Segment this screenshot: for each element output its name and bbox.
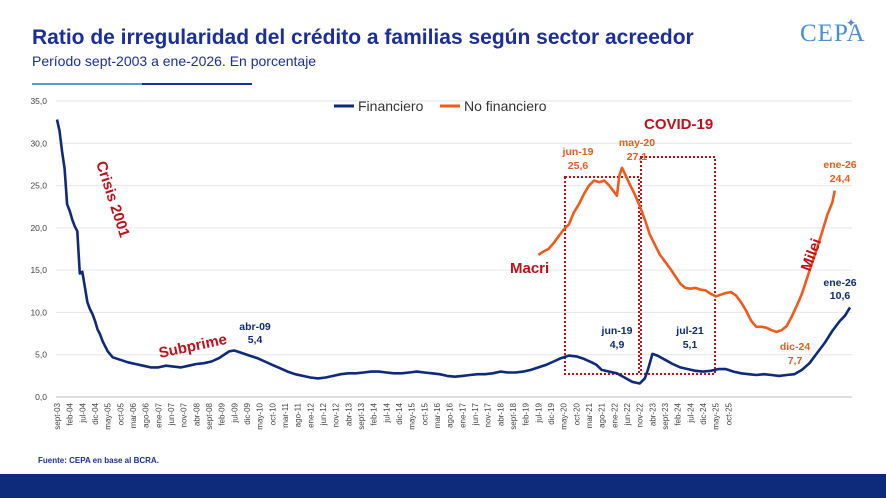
event-label-macri: Macri bbox=[510, 260, 549, 277]
y-tick-label: 20,0 bbox=[30, 223, 47, 233]
x-tick-label: mar-06 bbox=[129, 402, 138, 428]
x-tick-label: abr-18 bbox=[496, 402, 505, 426]
x-tick-label: dic-09 bbox=[243, 402, 252, 424]
annotation-value-fin-ene-26: 10,6 bbox=[830, 290, 851, 302]
x-tick-label: sept-18 bbox=[509, 402, 518, 429]
y-tick-label: 0,0 bbox=[35, 392, 47, 402]
x-tick-label: dic-14 bbox=[395, 402, 404, 424]
title-rule-dark bbox=[142, 83, 252, 85]
covid-period-box bbox=[640, 156, 716, 375]
x-tick-label: may-15 bbox=[408, 402, 417, 429]
annotation-value-nofin-jun-19: 25,6 bbox=[568, 160, 589, 172]
x-tick-label: jun-22 bbox=[623, 402, 632, 426]
annotation-value-nofin-ene-26: 24,4 bbox=[830, 173, 851, 185]
x-tick-label: sept-08 bbox=[205, 402, 214, 429]
x-tick-label: jul-19 bbox=[534, 402, 543, 423]
x-tick-label: dic-04 bbox=[91, 402, 100, 424]
title-rule-light bbox=[32, 83, 142, 85]
annotation-value-fin-abr-09: 5,4 bbox=[248, 334, 263, 346]
x-tick-label: ago-06 bbox=[142, 402, 151, 427]
annotation-value-fin-jun-19: 4,9 bbox=[610, 339, 625, 351]
x-tick-label: ago-11 bbox=[294, 402, 303, 427]
x-tick-label: oct-05 bbox=[116, 402, 125, 425]
x-tick-label: ago-16 bbox=[446, 402, 455, 427]
event-label-milei: Milei bbox=[798, 236, 825, 273]
x-tick-label: jul-14 bbox=[382, 402, 391, 423]
y-tick-label: 15,0 bbox=[30, 265, 47, 275]
x-tick-label: jul-09 bbox=[230, 402, 239, 423]
x-tick-label: may-10 bbox=[256, 402, 265, 429]
y-tick-label: 5,0 bbox=[35, 350, 47, 360]
x-tick-label: jul-24 bbox=[686, 402, 695, 423]
x-tick-label: jun-12 bbox=[319, 402, 328, 426]
y-gridlines bbox=[56, 100, 852, 356]
x-tick-label: abr-13 bbox=[344, 402, 353, 426]
x-tick-label: may-20 bbox=[560, 402, 569, 429]
x-tick-labels: sept-03 feb-04 jul-04 dic-04 may-05 oct-05 mar… bbox=[53, 402, 733, 429]
x-tick-label: nov-22 bbox=[636, 402, 645, 427]
x-tick-label: nov-17 bbox=[484, 402, 493, 427]
annotation-date-fin-jun-19: jun-19 bbox=[601, 325, 633, 337]
annotation-date-fin-abr-09: abr-09 bbox=[239, 321, 271, 333]
annotation-date-nofin-ene-26: ene-26 bbox=[823, 159, 856, 171]
series-line-financiero bbox=[55, 119, 852, 385]
annotation-date-fin-ene-26: ene-26 bbox=[823, 277, 856, 289]
logo-leaf-icon: ✦ bbox=[846, 16, 857, 30]
x-tick-label: ene-07 bbox=[154, 402, 163, 427]
y-tick-label: 25,0 bbox=[30, 181, 47, 191]
annotation-date-nofin-may-20: may-20 bbox=[619, 137, 655, 149]
x-tick-label: mar-21 bbox=[585, 402, 594, 428]
x-tick-label: may-05 bbox=[104, 402, 113, 429]
x-tick-label: ene-17 bbox=[458, 402, 467, 427]
x-tick-label: oct-25 bbox=[724, 402, 733, 425]
x-tick-label: oct-10 bbox=[268, 402, 277, 425]
x-tick-label: abr-08 bbox=[192, 402, 201, 426]
annotation-date-nofin-dic-24: dic-24 bbox=[780, 341, 811, 353]
x-tick-label: ene-22 bbox=[610, 402, 619, 427]
x-tick-label: mar-11 bbox=[281, 402, 290, 427]
macri-period-box bbox=[564, 176, 640, 375]
chart-subtitle: Período sept-2003 a ene-2026. En porcent… bbox=[32, 53, 317, 69]
x-tick-label: dic-24 bbox=[699, 402, 708, 424]
chart-title: Ratio de irregularidad del crédito a fam… bbox=[32, 26, 694, 49]
chart-svg: 0,0 5,0 10,0 15,0 20,0 25,0 30,0 35,0 sept-03 fe… bbox=[30, 96, 856, 430]
legend-label-no-financiero: No financiero bbox=[464, 98, 547, 114]
annotation-date-fin-jul-21: jul-21 bbox=[675, 325, 704, 337]
y-tick-labels: 0,0 5,0 10,0 15,0 20,0 25,0 30,0 35,0 bbox=[30, 96, 47, 402]
x-tick-label: feb-19 bbox=[522, 402, 531, 425]
annotation-date-nofin-jun-19: jun-19 bbox=[562, 146, 594, 158]
x-tick-label: oct-20 bbox=[572, 402, 581, 425]
x-tick-label: nov-07 bbox=[180, 402, 189, 427]
annotation-value-fin-jul-21: 5,1 bbox=[683, 339, 698, 351]
legend-label-financiero: Financiero bbox=[358, 98, 424, 114]
y-tick-label: 35,0 bbox=[30, 96, 47, 106]
x-tick-label: feb-14 bbox=[370, 402, 379, 425]
footer-bar bbox=[0, 474, 886, 498]
x-tick-label: sept-03 bbox=[53, 402, 62, 429]
x-tick-label: oct-15 bbox=[420, 402, 429, 425]
annotation-value-nofin-dic-24: 7,7 bbox=[788, 355, 803, 367]
x-tick-label: jun-07 bbox=[167, 402, 176, 426]
cepa-logo: CEPA bbox=[800, 20, 866, 47]
x-tick-label: nov-12 bbox=[332, 402, 341, 427]
y-tick-label: 10,0 bbox=[30, 307, 47, 317]
annotation-value-nofin-may-20: 27,1 bbox=[627, 151, 648, 163]
x-tick-label: may-25 bbox=[712, 402, 721, 429]
x-tick-label: jun-17 bbox=[471, 402, 480, 426]
x-tick-label: feb-24 bbox=[674, 402, 683, 425]
x-tick-label: ago-21 bbox=[598, 402, 607, 427]
x-tick-label: jul-04 bbox=[78, 402, 87, 423]
x-tick-label: sept-13 bbox=[357, 402, 366, 429]
x-tick-label: feb-09 bbox=[218, 402, 227, 425]
x-tick-label: mar-16 bbox=[433, 402, 442, 428]
x-tick-label: sept-23 bbox=[661, 402, 670, 429]
source-note: Fuente: CEPA en base al BCRA. bbox=[38, 456, 159, 465]
x-tick-label: dic-19 bbox=[547, 402, 556, 424]
x-tick-label: abr-23 bbox=[648, 402, 657, 426]
x-tick-label: ene-12 bbox=[306, 402, 315, 427]
x-tick-label: feb-04 bbox=[66, 402, 75, 425]
y-tick-label: 30,0 bbox=[30, 138, 47, 148]
event-label-covid-19: COVID-19 bbox=[644, 116, 713, 133]
series-line-no-financiero bbox=[537, 166, 837, 334]
